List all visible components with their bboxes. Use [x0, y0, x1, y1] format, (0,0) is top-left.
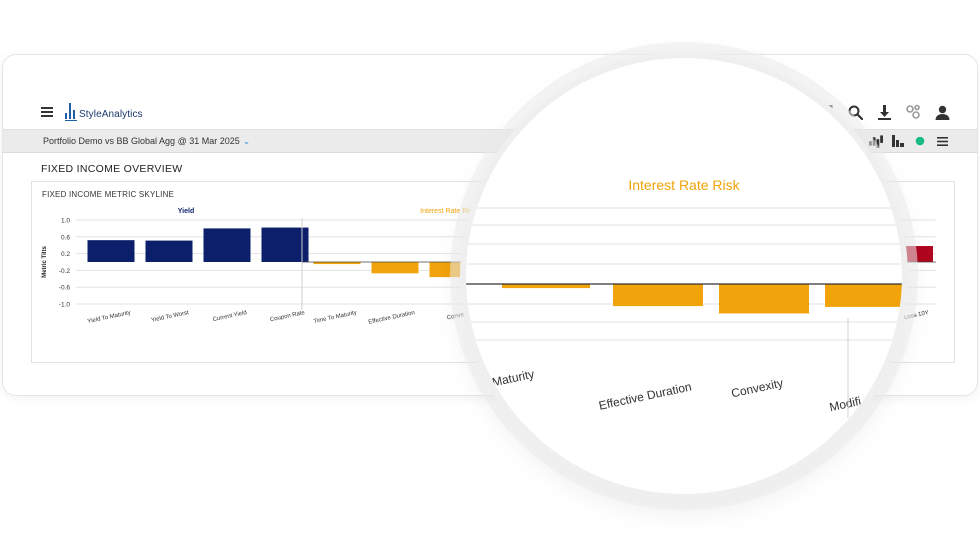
y-tick-label: 1.0 — [61, 218, 70, 225]
group-title: Yield — [178, 208, 194, 215]
x-tick-label: Effective Duration — [368, 310, 415, 326]
bar — [203, 228, 251, 262]
magnified-bar — [825, 284, 902, 307]
portfolio-selector[interactable]: Portfolio Demo vs BB Global Agg @ 31 Mar… — [43, 136, 250, 147]
bar-chart-icon[interactable] — [891, 134, 905, 148]
x-tick-label: Current Yield — [212, 310, 247, 323]
logo-text: StyleAnalytics — [79, 109, 143, 120]
top-toolbar — [817, 103, 951, 121]
logo-mark-icon — [65, 103, 77, 121]
magnified-chart: Interest Rate Risk Maturity Effective Dura… — [466, 177, 902, 418]
y-axis-label: Metric Tilts — [42, 246, 48, 278]
y-tick-label: 0.2 — [61, 251, 70, 258]
search-icon[interactable] — [846, 103, 864, 121]
x-tick-label: Yield To Maturity — [87, 310, 131, 325]
x-tick-label: Yield To Worst — [151, 310, 190, 324]
magnified-x-label: Modifi — [828, 394, 862, 414]
status-dot-icon[interactable] — [913, 134, 927, 148]
y-tick-label: -0.6 — [59, 285, 71, 292]
user-icon[interactable] — [933, 103, 951, 121]
panel-title: FIXED INCOME METRIC SKYLINE — [42, 190, 175, 199]
magnified-title: Interest Rate Risk — [628, 177, 740, 193]
y-tick-label: -1.0 — [59, 302, 71, 309]
x-tick-label: Coupon Rate — [270, 310, 306, 323]
magnified-bar — [719, 284, 809, 314]
bar — [313, 262, 361, 265]
bar — [145, 240, 193, 262]
magnified-x-label: Convexity — [730, 376, 784, 401]
y-tick-label: -0.2 — [59, 268, 71, 275]
magnified-x-label: Effective Duration — [597, 379, 692, 412]
group-title: Interest Rate Risk — [420, 208, 476, 215]
y-tick-label: 0.6 — [61, 234, 70, 241]
logo[interactable]: StyleAnalytics — [65, 99, 143, 121]
chevron-down-icon: ⌄ — [242, 136, 251, 146]
hamburger-menu-icon[interactable] — [41, 107, 53, 117]
menu-icon[interactable] — [935, 134, 949, 148]
bar — [261, 227, 309, 262]
x-tick-label: Convexity — [446, 310, 473, 321]
magnified-bar — [613, 284, 703, 307]
settings-icon[interactable] — [904, 103, 922, 121]
bar — [371, 262, 419, 274]
x-tick-label: Time To Maturity — [313, 310, 357, 325]
section-title: FIXED INCOME OVERVIEW — [41, 163, 183, 175]
top-bar: StyleAnalytics — [3, 95, 977, 127]
skyline-icon[interactable] — [869, 134, 883, 148]
magnified-bar — [502, 284, 590, 289]
bar — [87, 240, 135, 262]
portfolio-selector-label: Portfolio Demo vs BB Global Agg @ 31 Mar… — [43, 136, 240, 146]
magnifier-lens: Interest Rate Risk Maturity Effective Dura… — [460, 52, 908, 500]
magnified-x-label: Maturity — [491, 367, 536, 390]
download-icon[interactable] — [875, 103, 893, 121]
